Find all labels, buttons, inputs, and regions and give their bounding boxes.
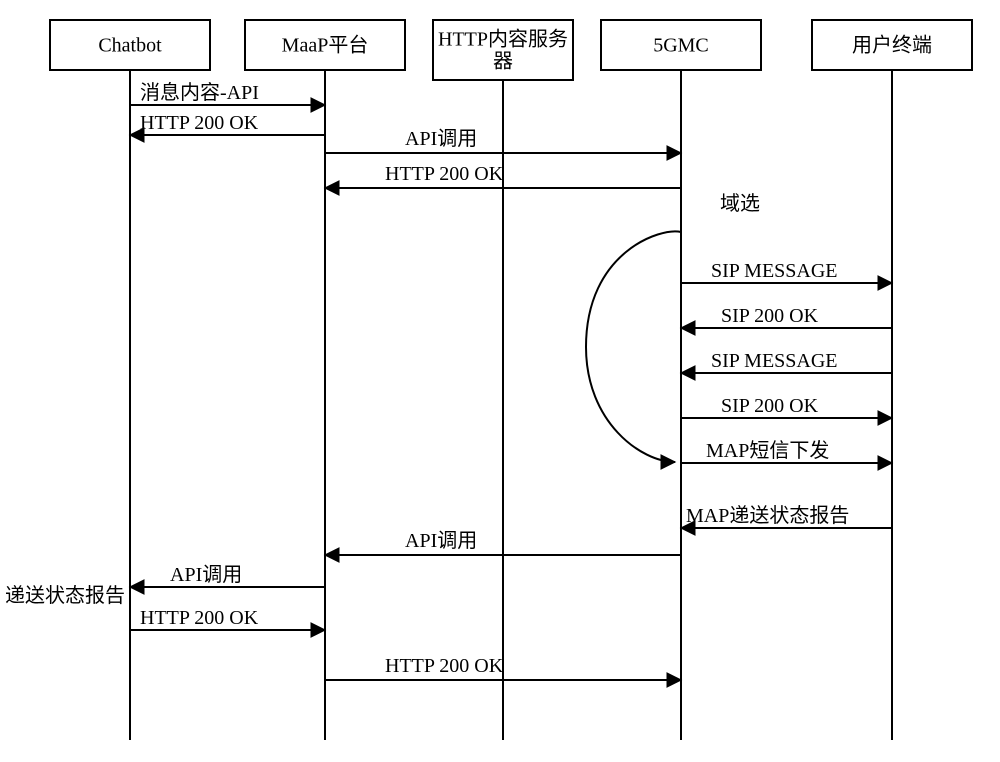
side-label-delivery-report: 递送状态报告	[5, 584, 125, 607]
message-label-1: HTTP 200 OK	[140, 112, 259, 134]
participant-fgmc-label: 5GMC	[653, 35, 709, 57]
message-label-9: MAP递送状态报告	[686, 504, 849, 527]
message-label-7: SIP 200 OK	[721, 395, 819, 417]
participant-http-label: HTTP内容服务	[438, 28, 568, 51]
sequence-diagram: Chatbot MaaP平台 HTTP内容服务器 5GMC 用户终端消息内容-API HT…	[0, 0, 1000, 762]
message-label-3: HTTP 200 OK	[385, 163, 504, 185]
domain-select-label: 域选	[720, 192, 760, 215]
message-label-0: 消息内容-API	[140, 81, 259, 104]
message-label-12: HTTP 200 OK	[140, 607, 259, 629]
message-label-13: HTTP 200 OK	[385, 655, 504, 677]
message-label-4: SIP MESSAGE	[711, 260, 838, 282]
self-loop-domain-select	[586, 231, 681, 462]
participant-ue-label: 用户终端	[852, 34, 932, 57]
message-label-2: API调用	[405, 127, 477, 150]
message-label-11: API调用	[170, 563, 242, 586]
participant-maap-label: MaaP平台	[282, 34, 369, 57]
message-label-10: API调用	[405, 529, 477, 552]
participant-chatbot-label: Chatbot	[98, 35, 162, 57]
message-label-5: SIP 200 OK	[721, 305, 819, 327]
participant-http-label: 器	[493, 51, 513, 73]
message-label-6: SIP MESSAGE	[711, 350, 838, 372]
message-label-8: MAP短信下发	[706, 439, 829, 462]
